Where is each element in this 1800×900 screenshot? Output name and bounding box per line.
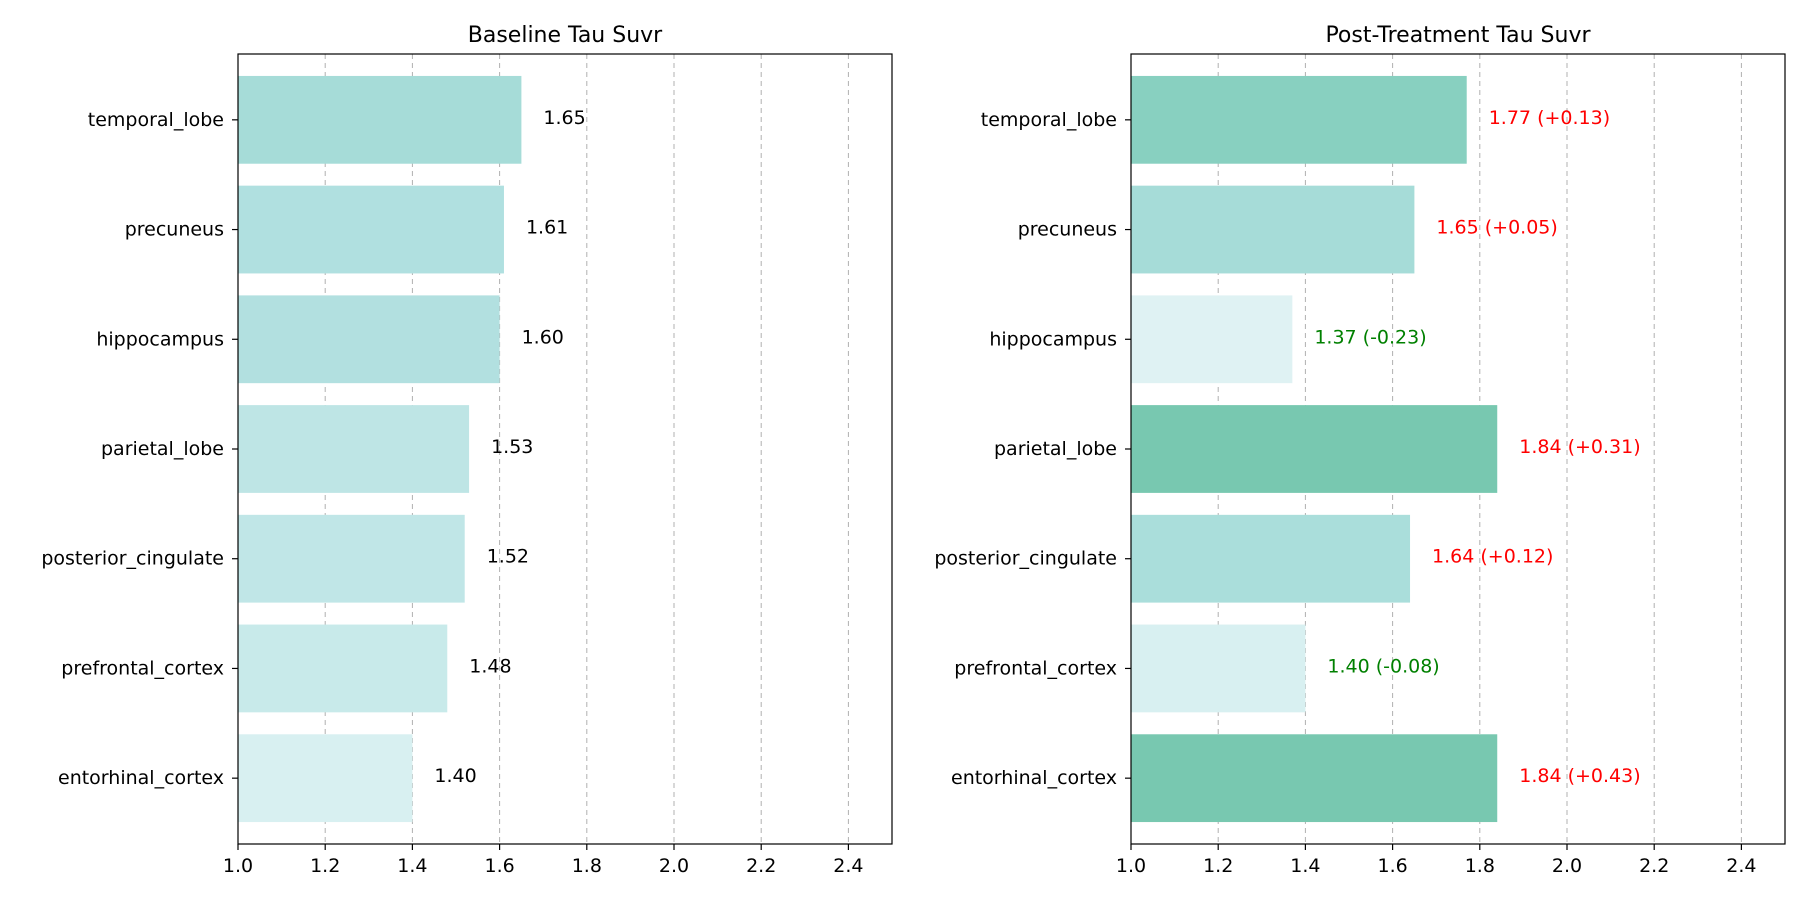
value-label: 1.52 [487, 546, 529, 568]
y-tick-label: entorhinal_cortex [951, 767, 1117, 789]
y-tick-label: hippocampus [96, 328, 224, 350]
bar-prefrontal_cortex [1131, 624, 1306, 713]
x-tick-label: 2.0 [659, 855, 689, 877]
chart-title: Post-Treatment Tau Suvr [1325, 23, 1591, 48]
value-label: 1.48 [469, 655, 511, 677]
x-tick-label: 1.6 [484, 855, 514, 877]
y-tick-label: prefrontal_cortex [954, 657, 1117, 679]
y-tick-label: precuneus [125, 219, 224, 241]
bar-entorhinal_cortex [238, 734, 413, 823]
x-tick-label: 1.6 [1377, 855, 1407, 877]
bar-hippocampus [238, 295, 500, 384]
y-tick-label: prefrontal_cortex [61, 657, 224, 679]
bar-posterior_cingulate [1131, 514, 1411, 603]
x-tick-label: 1.4 [1290, 855, 1320, 877]
value-label: 1.53 [491, 436, 533, 458]
x-tick-label: 1.0 [1116, 855, 1146, 877]
x-tick-label: 1.8 [1465, 855, 1495, 877]
x-tick-label: 2.2 [1639, 855, 1669, 877]
x-tick-label: 2.4 [833, 855, 863, 877]
value-label: 1.40 [434, 765, 476, 787]
value-label: 1.61 [526, 217, 568, 239]
bar-temporal_lobe [1131, 75, 1467, 164]
bar-precuneus [1131, 185, 1415, 274]
x-tick-label: 1.2 [1203, 855, 1233, 877]
bar-parietal_lobe [1131, 405, 1498, 493]
bar-hippocampus [1131, 295, 1293, 384]
x-tick-label: 1.8 [572, 855, 602, 877]
y-tick-label: entorhinal_cortex [58, 767, 224, 789]
value-label: 1.60 [522, 326, 564, 348]
value-label: 1.77 (+0.13) [1489, 107, 1610, 129]
x-tick-label: 2.2 [746, 855, 776, 877]
value-label: 1.40 (-0.08) [1327, 655, 1439, 677]
value-label: 1.84 (+0.31) [1519, 436, 1640, 458]
value-label: 1.84 (+0.43) [1519, 765, 1640, 787]
baseline-chart-panel: temporal_lobe precuneus hippocampus parieta… [41, 23, 893, 877]
value-label: 1.65 [543, 107, 585, 129]
y-tick-label: posterior_cingulate [41, 548, 224, 570]
value-label: 1.37 (-0.23) [1314, 326, 1426, 348]
y-tick-label: parietal_lobe [101, 438, 224, 460]
y-tick-label: posterior_cingulate [934, 548, 1117, 570]
y-tick-label: precuneus [1018, 219, 1117, 241]
bar-precuneus [238, 185, 504, 274]
chart-title: Baseline Tau Suvr [468, 23, 663, 48]
x-tick-label: 1.0 [223, 855, 253, 877]
post-treatment-chart-panel: temporal_lobe precuneus hippocampus parieta… [934, 23, 1786, 877]
value-label: 1.64 (+0.12) [1432, 546, 1553, 568]
y-tick-label: temporal_lobe [88, 109, 224, 131]
bar-prefrontal_cortex [238, 624, 448, 713]
bar-posterior_cingulate [238, 514, 465, 603]
x-tick-label: 2.4 [1726, 855, 1756, 877]
bar-temporal_lobe [238, 75, 522, 164]
y-tick-label: temporal_lobe [981, 109, 1117, 131]
value-label: 1.65 (+0.05) [1436, 217, 1557, 239]
bar-parietal_lobe [238, 405, 470, 493]
x-tick-label: 2.0 [1552, 855, 1582, 877]
y-tick-label: parietal_lobe [994, 438, 1117, 460]
x-tick-label: 1.2 [310, 855, 340, 877]
y-tick-label: hippocampus [989, 328, 1117, 350]
x-tick-label: 1.4 [397, 855, 427, 877]
bar-entorhinal_cortex [1131, 734, 1498, 823]
